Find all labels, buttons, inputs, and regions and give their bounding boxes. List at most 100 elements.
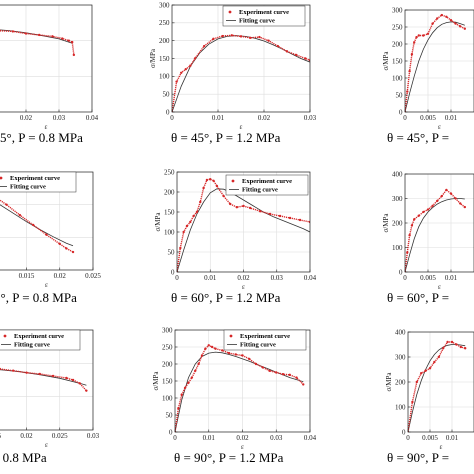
experiment-point: [459, 202, 462, 205]
fitting-curve-line: [405, 21, 465, 112]
legend-experiment-marker: [0, 176, 3, 180]
y-tick-label: 200: [164, 188, 175, 196]
experiment-point: [200, 354, 204, 357]
experiment-curve-series: [0, 29, 76, 57]
legend: Experiment curve Fitting curve: [0, 171, 77, 193]
legend-experiment-label: Experiment curve: [240, 333, 290, 340]
panel-caption: θ = 90°, P = 1.2 MPa: [174, 450, 284, 465]
x-tick-label: 0.01: [212, 114, 225, 122]
experiment-point: [189, 64, 192, 67]
y-tick-label: 100: [392, 244, 403, 252]
x-axis-label: ε: [240, 123, 243, 131]
panel-caption: θ = 60°, P =: [387, 290, 449, 305]
y-tick-label: 100: [162, 394, 173, 402]
experiment-point: [275, 371, 278, 374]
experiment-point: [428, 367, 432, 370]
experiment-point: [199, 200, 202, 204]
x-tick-label: 0: [403, 274, 407, 282]
experiment-point: [417, 34, 420, 37]
experiment-point: [298, 218, 302, 222]
experiment-curve-line: [177, 178, 310, 272]
y-tick-label: 200: [162, 360, 173, 368]
panel-caption: 5°, P = 0.8 MPa: [0, 130, 83, 145]
panel-caption: 0°, P = 0.8 MPa: [0, 290, 77, 305]
experiment-point: [11, 30, 14, 33]
y-tick-label: 250: [162, 343, 173, 351]
experiment-curve-line: [0, 199, 74, 253]
experiment-point: [221, 349, 224, 352]
experiment-point: [410, 53, 414, 56]
panel-caption: θ = 90°, P =: [387, 450, 449, 465]
experiment-point: [184, 68, 187, 71]
experiment-point: [209, 178, 212, 181]
experiment-point: [442, 347, 445, 350]
panel-caption: θ = 45°, P = 1.2 MPa: [171, 130, 281, 145]
y-tick-label: 150: [164, 208, 175, 216]
experiment-point: [454, 22, 457, 25]
experiment-point: [0, 29, 1, 32]
experiment-point: [431, 22, 434, 25]
experiment-point: [45, 233, 48, 236]
x-axis-label: ε: [45, 123, 48, 131]
y-tick-label: 50: [396, 91, 404, 99]
experiment-point: [426, 208, 430, 211]
experiment-point: [295, 53, 298, 57]
experiment-point: [268, 212, 272, 216]
x-axis-label: ε: [241, 443, 244, 451]
experiment-point: [182, 230, 185, 234]
experiment-curve-line: [405, 188, 466, 272]
experiment-point: [436, 17, 439, 20]
x-tick-label: 0.01: [204, 274, 217, 282]
x-tick-label: 0.02: [20, 114, 33, 122]
experiment-point: [464, 347, 467, 350]
x-tick-label: 0.04: [304, 434, 317, 442]
experiment-curve-series: [405, 13, 466, 112]
x-axis-label: ε: [438, 123, 441, 131]
x-tick-label: 0.03: [270, 434, 283, 442]
y-tick-label: 250: [159, 19, 170, 27]
experiment-point: [214, 347, 217, 350]
experiment-point: [415, 36, 418, 39]
plot-area: [0, 5, 92, 112]
experiment-point: [180, 71, 183, 74]
x-tick-label: 0.03: [271, 274, 284, 282]
y-tick-label: 0: [402, 428, 406, 436]
y-tick-label: 200: [392, 40, 403, 48]
y-tick-label: 0: [399, 108, 403, 116]
experiment-point: [440, 194, 443, 198]
legend-experiment-label: Experiment curve: [239, 9, 289, 16]
chart-panel-9: 0 0.005 0.01 0 100 200 300 400 ε σ/MPa θ = 90°, P …: [385, 328, 474, 465]
experiment-point: [234, 353, 237, 356]
experiment-point: [463, 27, 466, 30]
x-axis-label: ε: [438, 283, 441, 291]
fitting-curve-line: [0, 29, 73, 44]
experiment-point: [72, 53, 76, 57]
y-axis-label: σ/MPa: [382, 213, 390, 233]
chart-panel-5: 0 0.01 0.02 0.03 0.04 0 50 100 150 200 250 ε σ/MPa Ex…: [154, 168, 317, 305]
experiment-point: [417, 214, 420, 217]
experiment-point: [38, 372, 41, 376]
x-tick-label: 0.015: [0, 432, 2, 440]
legend-experiment-marker: [231, 179, 235, 183]
chart-panel-2: 0 0.01 0.02 0.03 0 50 100 150 200 250 300 ε σ/MPa Exp…: [149, 1, 317, 145]
experiment-point: [445, 188, 448, 192]
experiment-point: [204, 347, 207, 350]
x-tick-label: 0.01: [445, 274, 458, 282]
y-tick-label: 400: [395, 328, 406, 336]
experiment-point: [276, 44, 279, 48]
experiment-point: [241, 354, 244, 357]
y-tick-label: 0: [399, 268, 403, 276]
experiment-point: [408, 234, 411, 237]
x-tick-label: 0.03: [87, 432, 100, 440]
experiment-point: [406, 251, 409, 254]
experiment-point: [65, 247, 68, 250]
y-tick-label: 50: [163, 90, 171, 98]
experiment-point: [179, 246, 182, 250]
experiment-point: [194, 369, 197, 372]
experiment-point: [440, 13, 443, 17]
y-tick-label: 50: [166, 411, 174, 419]
x-tick-label: 0.01: [203, 434, 216, 442]
experiment-point: [413, 218, 416, 221]
experiment-point: [25, 371, 28, 374]
